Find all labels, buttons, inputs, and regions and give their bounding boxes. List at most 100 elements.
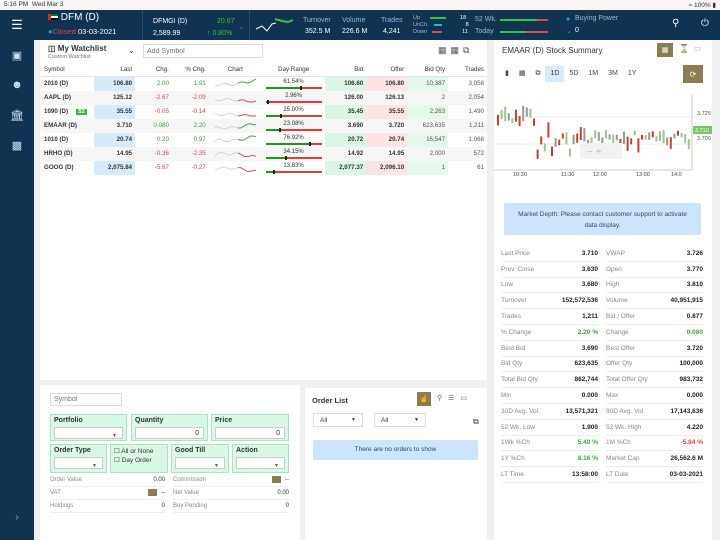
sidebar-item-portfolio[interactable]: ▣ — [0, 40, 34, 70]
chart-fullscreen-icon[interactable]: ⧉ — [535, 70, 541, 77]
indicator-icon[interactable]: ▦ — [518, 70, 526, 77]
table-row[interactable]: EMAAR (D) 3.710 0.080 2.20 23.08% 3.690 3.720 6… — [41, 118, 487, 133]
order-info-row: Order Value 0.00 — [50, 474, 165, 487]
stat-row: 30D Avg. Vol. 13,571,321 — [501, 404, 598, 420]
refresh-icon[interactable]: ⟳ — [683, 65, 703, 83]
x-tick: 14:0 — [671, 172, 682, 178]
sidebar-item-bank[interactable]: 🏛 — [0, 100, 34, 130]
chart-toolbar: ▮ ▦ ⧉ 1D 5D 1M 3M 1Y — [500, 66, 641, 82]
hourglass-icon[interactable]: ⌛ — [679, 44, 689, 53]
search-orders-icon[interactable]: ⚲ — [437, 395, 449, 402]
fullscreen-icon[interactable]: ⧉ — [463, 45, 474, 55]
column-header[interactable]: Offer — [366, 63, 408, 77]
power-icon[interactable]: ⏻ — [701, 18, 709, 29]
trades-cell: 1,490 — [468, 108, 484, 115]
market-status: Closed — [52, 27, 76, 36]
side-filter-select[interactable]: All ▼ — [374, 413, 426, 427]
change-cell: -0.36 — [135, 146, 172, 161]
market-header: ☰ DFM (D) ● Closed 03-03-2021 DFMGI (D) 2… — [0, 10, 720, 40]
sidebar-item-account[interactable]: ☻ — [0, 70, 34, 100]
chevron-down-icon[interactable]: ⌄ — [128, 46, 135, 55]
table-row[interactable]: 1010 (D) 20.74 0.20 0.97 76.92% 20.72 20.74 16,… — [41, 132, 487, 147]
stat-row: Offer Qty 100,000 — [606, 357, 703, 373]
stat-row: 1Wk %Ch 5.40 % — [501, 436, 598, 452]
candle — [536, 149, 539, 159]
column-header[interactable]: Last — [94, 63, 136, 77]
good-till-select[interactable]: ▼ — [175, 457, 225, 469]
order-hand-icon[interactable]: ☝ — [417, 392, 431, 406]
timeframe-1D[interactable]: 1D — [545, 66, 565, 82]
calculator-icon[interactable] — [272, 476, 281, 484]
trades-cell: 572 — [448, 146, 487, 161]
action-select[interactable]: ▼ — [236, 457, 285, 469]
table-row[interactable]: 1090 (D) S2 35.55 -0.05 -0.14 25.00% 35.45 35.5… — [41, 104, 487, 119]
candle — [615, 134, 618, 141]
sidebar: ▣ ☻ 🏛 ▩ › — [0, 40, 34, 540]
watchlist-selector[interactable]: ◫ My Watchlist — [48, 44, 107, 53]
stat-row: Low 3.680 — [501, 278, 598, 294]
column-header[interactable]: % Chg. — [171, 63, 209, 77]
all-or-none-checkbox[interactable]: ☐ All or None — [114, 448, 154, 455]
order-symbol-input[interactable] — [50, 393, 122, 406]
candle — [623, 131, 625, 145]
column-header[interactable]: Day Range — [261, 63, 326, 77]
y-tick: 3.725 — [697, 111, 711, 117]
menu-icon[interactable]: ☰ — [11, 17, 23, 32]
table-row[interactable]: HRHO (D) 14.95 -0.36 -2.35 34.15% 14.92 14.95 2… — [41, 146, 487, 161]
bid-qty-cell: 10,387 — [407, 76, 449, 91]
svg-text:3.710: 3.710 — [695, 128, 709, 134]
expand-sidebar-icon[interactable]: › — [15, 512, 19, 523]
column-header[interactable]: Bid Qty — [407, 63, 449, 77]
change-cell: 0.20 — [156, 136, 169, 143]
pct-change-cell: 1.91 — [193, 80, 206, 87]
chevron-down-icon[interactable]: ⌄ — [238, 24, 244, 31]
column-header[interactable]: Chg. — [135, 63, 172, 77]
index-ticker[interactable]: DFMGI (D) 2,589.99 20.67 ↑ 0.80% ⌄ — [142, 10, 250, 40]
candle-type-icon[interactable]: ▮ — [505, 70, 509, 77]
timeframe-5D[interactable]: 5D — [569, 70, 579, 77]
exchange-selector[interactable]: DFM (D) — [48, 12, 99, 23]
card-icon[interactable]: ▭ — [460, 395, 474, 402]
timeframe-3M[interactable]: 3M — [608, 70, 618, 77]
add-symbol-input[interactable] — [143, 44, 263, 58]
fullscreen-icon[interactable]: ⧉ — [473, 417, 479, 426]
table-row[interactable]: GOOG (D) 2,075.84 -5.67 -0.27 13.83% 2,077.37… — [41, 160, 487, 175]
portfolio-select[interactable]: ▼ — [54, 427, 123, 439]
card-icon[interactable]: ▭ — [694, 44, 702, 53]
timeframe-1M[interactable]: 1M — [588, 70, 599, 77]
search-icon[interactable]: ⚲ — [672, 18, 680, 29]
symbol-cell: AAPL (D) — [41, 90, 95, 105]
zoom-controls[interactable]: − + — [580, 143, 622, 159]
calculator-icon[interactable] — [148, 489, 157, 497]
candle — [648, 132, 651, 140]
list-icon[interactable]: ☰ — [448, 395, 461, 402]
order-list-panel: Order List ☝ ⚲☰▭ All ▼ All ▼ ⧉ There are n… — [305, 388, 487, 540]
price-chart[interactable]: 3.725 3.700 10:30 11:30 12:00 13:00 14:0 3.710 −… — [494, 90, 712, 180]
chevron-down-icon[interactable]: ⌄ — [566, 28, 572, 35]
quantity-input[interactable]: 0 — [135, 427, 204, 439]
candle — [522, 106, 525, 122]
order-type-select[interactable]: ▼ — [54, 457, 103, 469]
column-header[interactable]: Symbol — [41, 63, 95, 77]
timeframe-1Y[interactable]: 1Y — [627, 70, 637, 77]
x-tick: 11:30 — [561, 172, 574, 178]
summary-view-icon[interactable]: ▦ — [657, 43, 673, 57]
table-row[interactable]: 2010 (D) 106.80 2.00 1.91 61.54% 106.60 106.80… — [41, 76, 487, 91]
candle — [572, 134, 575, 145]
sidebar-item-transfer[interactable]: ▩ — [0, 130, 34, 160]
trades-cell: 2,054 — [448, 90, 487, 105]
status-filter-select[interactable]: All ▼ — [313, 413, 363, 427]
candle — [551, 146, 553, 157]
edit-watchlist-icon[interactable]: ▦ — [450, 45, 464, 55]
candle — [673, 133, 676, 139]
column-header[interactable]: Chart — [208, 63, 262, 77]
day-order-checkbox[interactable]: ☐ Day Order — [114, 457, 152, 464]
column-header[interactable]: Trades — [448, 63, 487, 77]
stat-row: 90D Avg. Vol. 17,143,636 — [606, 404, 703, 420]
table-row[interactable]: AAPL (D) 125.12 -2.67 -2.09 2.96% 126.00 126.1… — [41, 90, 487, 105]
add-watchlist-icon[interactable]: ▦ — [438, 45, 451, 55]
bid-cell: 3.690 — [325, 118, 367, 133]
column-header[interactable]: Bid — [325, 63, 367, 77]
price-input[interactable]: 0 — [215, 427, 285, 439]
battery-indicator: ≈ 100% ▮ — [688, 2, 716, 9]
